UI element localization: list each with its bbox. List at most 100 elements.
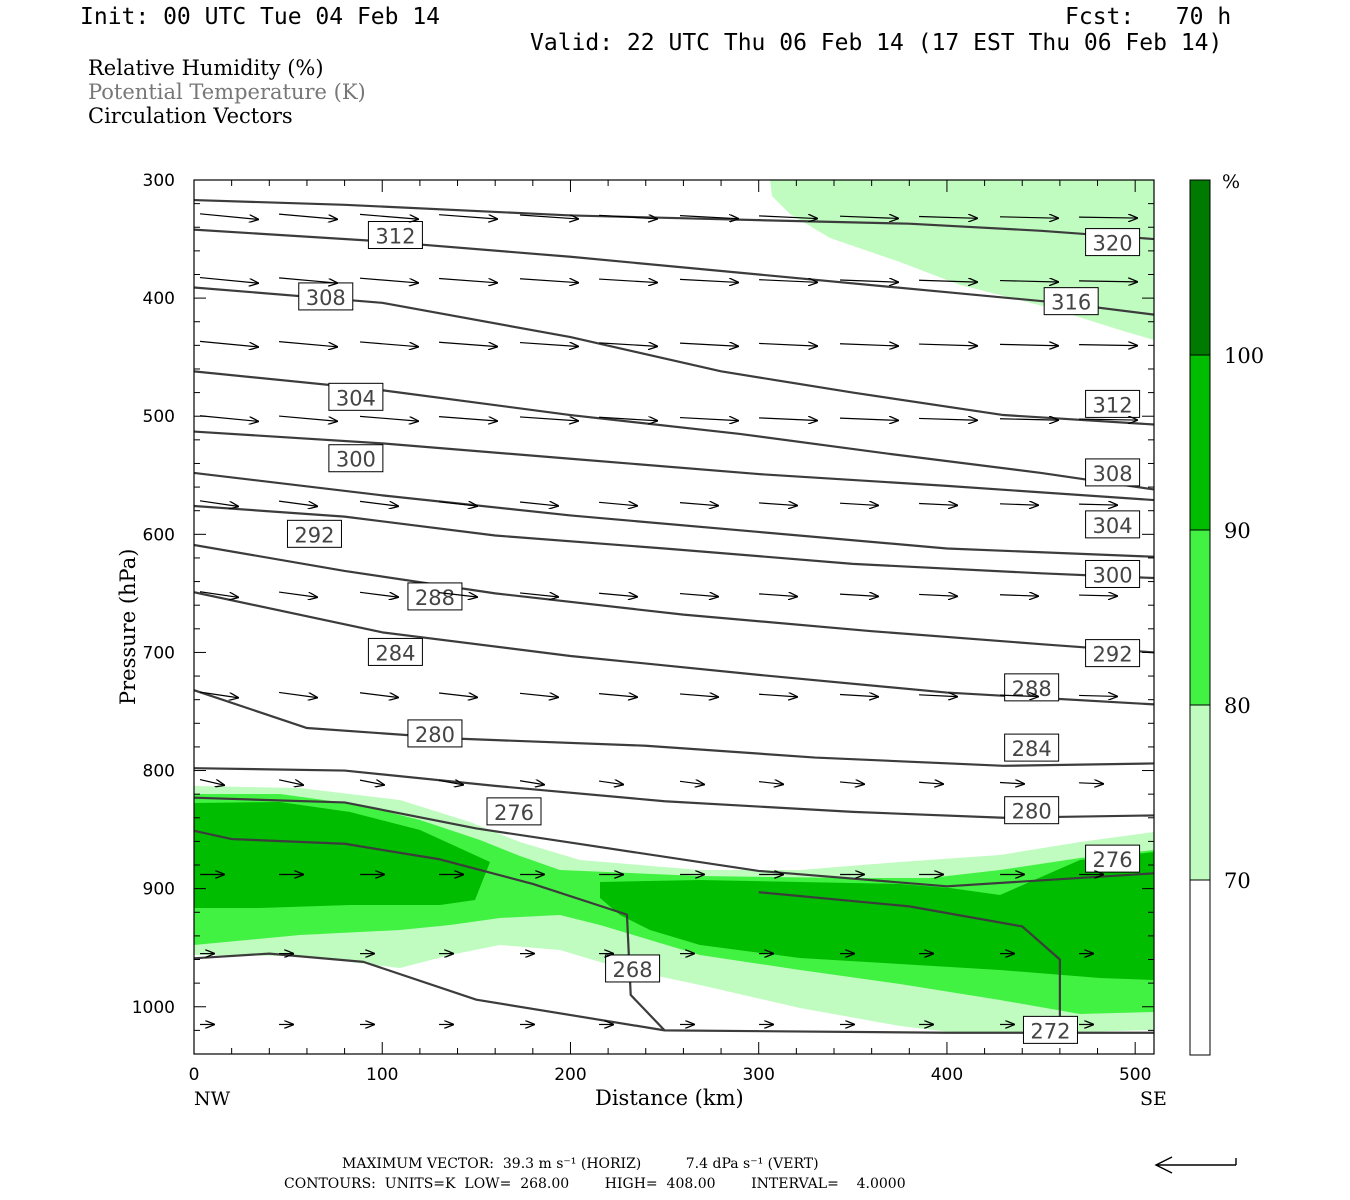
circulation-vector <box>199 340 258 347</box>
footer-contour-info: CONTOURS: UNITS=K LOW= 268.00 HIGH= 408.… <box>284 1176 906 1192</box>
svg-text:272: 272 <box>1030 1019 1070 1043</box>
y-axis-label: Pressure (hPa) <box>116 549 140 705</box>
circulation-vector <box>439 214 497 219</box>
rh-70-upper-region <box>770 180 1154 340</box>
x-tick-label: 400 <box>931 1065 963 1085</box>
theta-label-304: 304 <box>1085 510 1141 539</box>
circulation-vector <box>199 213 258 220</box>
circulation-vector <box>679 694 718 697</box>
circulation-vector <box>1079 783 1103 784</box>
circulation-vector <box>599 279 657 283</box>
circulation-vector <box>199 691 238 698</box>
plot-frame <box>193 179 1155 1055</box>
x-axis-label: Distance (km) <box>595 1086 744 1110</box>
theta-label-300: 300 <box>328 444 384 473</box>
circulation-vector <box>919 695 957 697</box>
circulation-vector <box>1079 281 1137 282</box>
circulation-vector <box>839 503 878 505</box>
colorbar-level-label: 70 <box>1224 869 1251 893</box>
circulation-vector <box>519 343 578 347</box>
valid-time: Valid: 22 UTC Thu 06 Feb 14 (17 EST Thu … <box>530 30 1223 56</box>
circulation-vector <box>278 500 317 506</box>
circulation-vector <box>359 591 398 597</box>
rh-90-left-region <box>194 802 490 908</box>
theta-label-268: 268 <box>605 954 661 983</box>
circulation-vector <box>359 213 418 219</box>
svg-text:308: 308 <box>306 286 346 310</box>
theta-label-304: 304 <box>328 382 384 411</box>
circulation-vector <box>439 341 497 346</box>
rh-90-right-region <box>600 852 1154 980</box>
circulation-vector <box>839 695 878 697</box>
theta-contour-292 <box>194 543 1154 654</box>
y-tick-label: 300 <box>143 171 175 191</box>
circulation-vector <box>679 781 704 784</box>
circulation-vector <box>999 783 1024 784</box>
x-end-label-se: SE <box>1140 1088 1167 1110</box>
circulation-vector <box>359 415 418 421</box>
theta-label-280: 280 <box>1004 796 1060 825</box>
x-tick-label: 300 <box>742 1065 774 1085</box>
circulation-vector <box>839 418 898 420</box>
circulation-vector <box>519 417 578 421</box>
theta-label-272: 272 <box>1022 1015 1078 1044</box>
theta-contour-300 <box>194 471 1154 558</box>
theta-contour-284 <box>194 689 1154 767</box>
svg-text:276: 276 <box>1093 848 1133 872</box>
circulation-vector <box>759 343 817 346</box>
theta-label-284: 284 <box>367 637 423 666</box>
circulation-vector <box>199 415 258 422</box>
theta-label-312: 312 <box>367 221 423 250</box>
x-end-label-nw: NW <box>194 1088 231 1110</box>
svg-text:284: 284 <box>1012 737 1052 761</box>
circulation-vector <box>919 503 957 505</box>
circulation-vector <box>519 593 558 597</box>
circulation-vector <box>359 780 384 785</box>
theta-label-316: 316 <box>1043 287 1099 316</box>
theta-label-276: 276 <box>486 797 542 826</box>
init-time: Init: 00 UTC Tue 04 Feb 14 <box>80 4 441 30</box>
theta-contours <box>194 198 1154 1034</box>
circulation-vector <box>519 693 558 697</box>
circulation-vector <box>839 344 898 346</box>
reference-vector <box>1154 1156 1237 1174</box>
circulation-vector <box>919 594 957 596</box>
circulation-vector <box>919 418 977 420</box>
circulation-vector <box>199 276 258 284</box>
theta-label-292: 292 <box>1085 639 1141 668</box>
x-tick-label: 0 <box>189 1065 200 1085</box>
colorbar-segment <box>1190 180 1210 355</box>
circulation-vector <box>759 216 817 219</box>
circulation-vector <box>199 591 238 598</box>
colorbar-level-label: 100 <box>1224 344 1264 368</box>
theta-label-280: 280 <box>407 719 463 748</box>
field-circulation-vectors: Circulation Vectors <box>88 104 293 128</box>
circulation-vector <box>999 595 1038 596</box>
circulation-vector <box>279 341 337 347</box>
circulation-vectors <box>199 213 1137 1025</box>
circulation-vector <box>758 782 783 785</box>
theta-contour-296 <box>194 504 1154 580</box>
circulation-vector <box>919 216 977 218</box>
axis-ticks <box>193 179 1154 1055</box>
circulation-vector <box>999 504 1038 505</box>
circulation-vector <box>1079 695 1117 696</box>
circulation-vector <box>438 593 477 597</box>
circulation-vector <box>759 594 797 597</box>
y-tick-label: 800 <box>143 762 175 782</box>
svg-text:288: 288 <box>415 586 455 610</box>
svg-text:308: 308 <box>1093 462 1133 486</box>
circulation-vector <box>919 280 977 282</box>
svg-text:292: 292 <box>1093 643 1133 667</box>
circulation-vector <box>599 593 637 597</box>
circulation-vector <box>839 216 898 218</box>
y-tick-label: 600 <box>143 525 175 545</box>
colorbar-segment <box>1190 705 1210 880</box>
svg-text:312: 312 <box>375 225 415 249</box>
circulation-vector <box>438 502 477 506</box>
theta-label-320: 320 <box>1085 228 1141 257</box>
circulation-vector <box>359 277 418 283</box>
theta-contour-288 <box>194 591 1154 706</box>
theta-contour-272 <box>758 891 1061 1031</box>
theta-contour-304 <box>194 430 1154 502</box>
